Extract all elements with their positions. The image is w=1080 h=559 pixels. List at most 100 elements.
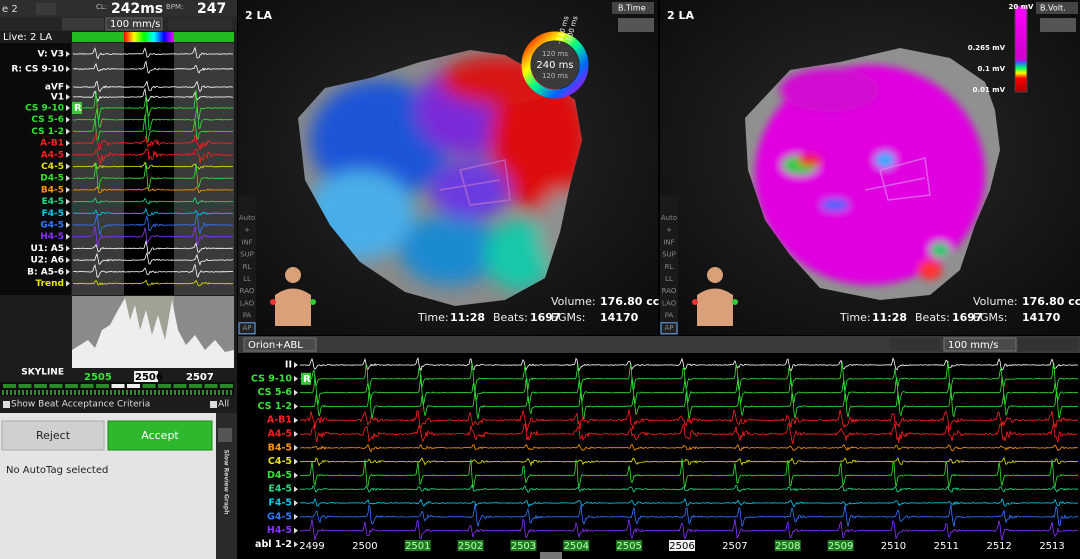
tool-icons[interactable] — [890, 338, 940, 351]
view-button[interactable]: PA — [665, 312, 674, 320]
view-button[interactable]: RAO — [240, 287, 255, 295]
mode-dropdown[interactable] — [1036, 2, 1078, 14]
legend-scale: 20 mV — [1009, 3, 1034, 11]
view-button[interactable]: LL — [665, 275, 673, 283]
speed-dropdown[interactable] — [943, 337, 1017, 352]
trace — [73, 251, 234, 266]
channel-label: V1 — [51, 93, 64, 103]
view-button[interactable]: LAO — [240, 299, 255, 307]
bpm-label: BPM: — [166, 3, 183, 11]
beat-tick — [18, 390, 20, 395]
beat-tag — [185, 371, 209, 382]
beat-strip-cell — [65, 384, 78, 388]
channel-arrow — [66, 198, 70, 205]
channel-label: B4-5 — [268, 442, 292, 453]
beat-tick — [26, 390, 28, 395]
beat-strip-cell — [204, 384, 218, 388]
view-button[interactable]: AP — [664, 324, 673, 332]
view-button[interactable]: SUP — [662, 251, 676, 259]
view-button[interactable]: INF — [241, 238, 252, 246]
view-button[interactable]: Auto — [239, 214, 255, 222]
view-button[interactable]: LAO — [662, 299, 677, 307]
view-button[interactable]: SUP — [240, 251, 254, 259]
beat-tick — [190, 390, 192, 395]
view-button[interactable]: RAO — [662, 287, 677, 295]
channel-arrow — [294, 389, 298, 396]
trace — [300, 503, 1079, 527]
trace — [72, 46, 234, 60]
scrollbar[interactable] — [540, 552, 562, 559]
channel-arrow — [294, 486, 298, 493]
view-button[interactable]: RL — [243, 263, 252, 271]
mode-dropdown[interactable] — [612, 2, 654, 14]
icon[interactable] — [36, 3, 56, 15]
channel-label: D4-5 — [267, 470, 292, 481]
trace — [72, 196, 234, 205]
channel-label: A4-5 — [41, 150, 64, 160]
channel-arrow — [294, 375, 298, 382]
tool-icons[interactable] — [1018, 338, 1078, 351]
settings-icon[interactable] — [218, 428, 232, 442]
beat-number: 2500 — [352, 541, 377, 552]
channel-label: B: A5-6 — [27, 267, 64, 277]
view-button[interactable]: PA — [243, 312, 252, 320]
view-selected — [660, 322, 678, 335]
view-button[interactable]: RL — [665, 263, 674, 271]
activation-map — [298, 50, 582, 306]
trace — [299, 458, 1079, 489]
beat-tag — [827, 540, 854, 551]
checkbox[interactable] — [210, 401, 217, 408]
source-dropdown[interactable] — [243, 337, 317, 352]
label-column — [0, 43, 71, 295]
channel-label: U2: A6 — [30, 256, 64, 266]
bpm-value: 247 — [197, 1, 226, 17]
tool-icons[interactable] — [168, 18, 232, 30]
speed-label: 100 mm/s — [948, 340, 998, 351]
beat-tick — [210, 390, 212, 395]
trace — [72, 161, 234, 170]
beats-label: Beats: — [493, 311, 528, 324]
channel-arrow — [66, 257, 70, 264]
channel-label: CS 1-2 — [258, 401, 292, 412]
channel-label: C4-5 — [41, 162, 64, 172]
beat-tick — [146, 390, 148, 395]
trace — [73, 207, 233, 217]
reject-button[interactable] — [1, 420, 105, 451]
accept-button[interactable] — [107, 420, 213, 451]
beat-tick — [50, 390, 52, 395]
tool-icons[interactable] — [62, 18, 104, 30]
map-icon[interactable] — [1040, 18, 1076, 32]
beats-label: Beats: — [915, 311, 950, 324]
beat-number: 2513 — [1039, 541, 1064, 552]
beat-tick — [66, 390, 68, 395]
trace-toolbar — [238, 336, 1080, 353]
channel-arrow — [294, 403, 298, 410]
trace — [72, 60, 234, 74]
view-button[interactable]: AP — [242, 324, 251, 332]
map-icon[interactable] — [618, 18, 654, 32]
time-legend-ring — [521, 31, 589, 99]
view-toolbar — [238, 195, 256, 335]
beat-number: 2507 — [722, 541, 747, 552]
trace — [299, 388, 1079, 420]
trace — [299, 443, 1079, 453]
trace — [72, 263, 234, 279]
beat-number: 2503 — [511, 541, 536, 552]
beat-number: 2504 — [564, 541, 589, 552]
view-button[interactable]: + — [666, 226, 672, 234]
beat-strip-cell — [80, 384, 94, 388]
trace — [72, 89, 234, 121]
beat-tick — [182, 390, 184, 395]
beat-number: 2501 — [405, 541, 430, 552]
channel-label: V: V3 — [37, 50, 64, 60]
view-button[interactable]: LL — [243, 275, 251, 283]
trace — [72, 80, 233, 93]
view-button[interactable]: INF — [663, 238, 674, 246]
speed-label: 100 mm/s — [110, 19, 160, 30]
view-button[interactable]: + — [244, 226, 250, 234]
checkbox[interactable] — [3, 401, 10, 408]
view-button[interactable]: Auto — [661, 214, 677, 222]
beat-tick — [194, 390, 196, 395]
speed-dropdown[interactable] — [105, 17, 163, 31]
beat-tick — [94, 390, 96, 395]
